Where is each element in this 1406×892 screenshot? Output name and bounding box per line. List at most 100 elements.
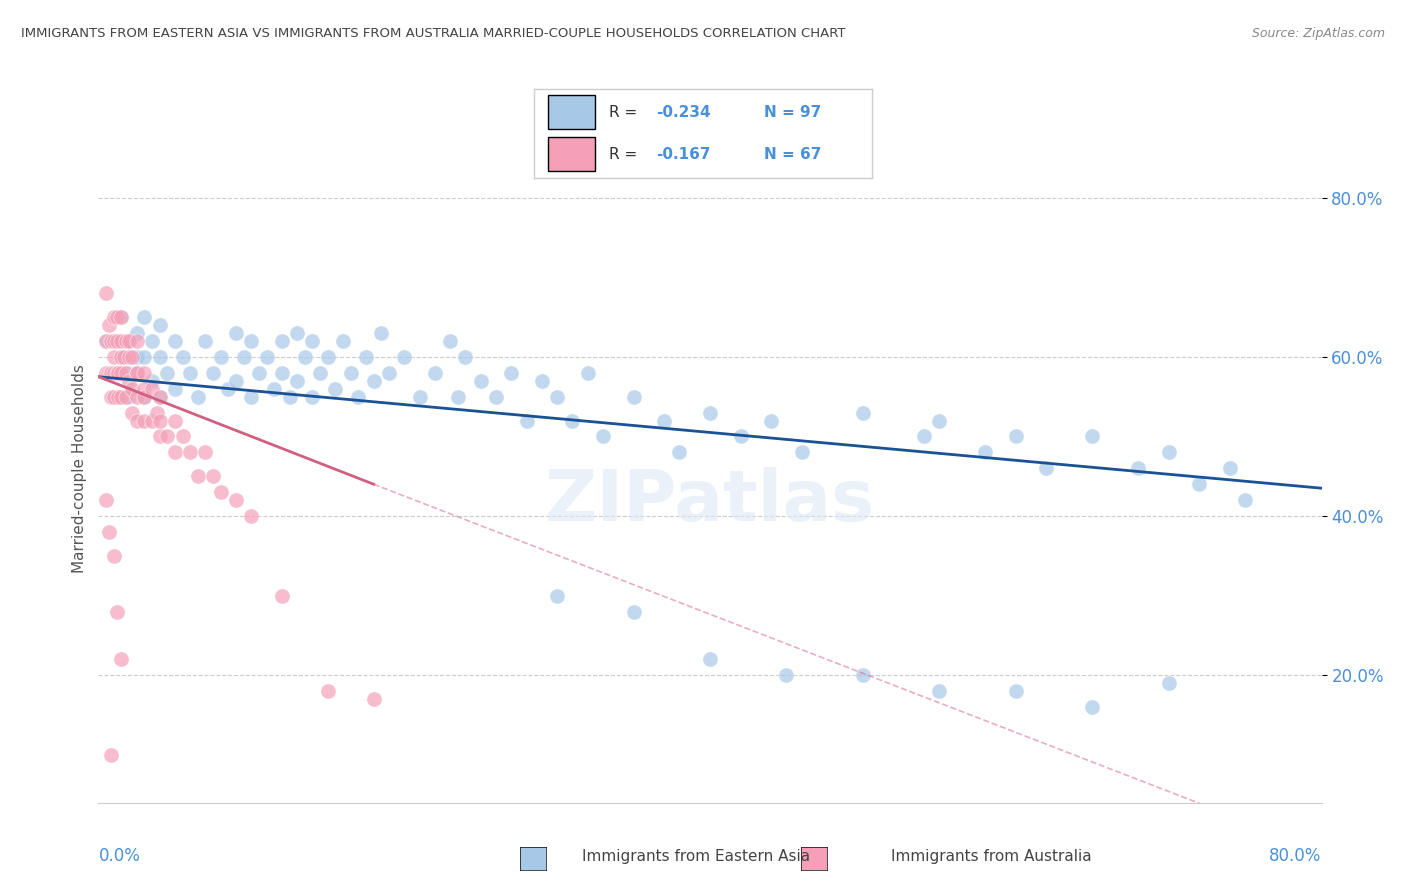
Point [316,350,339,364]
Point [125,366,148,380]
Point [163,382,186,396]
Point [423,366,446,380]
Point [1004,429,1026,443]
Point [240,334,263,348]
Point [125,366,148,380]
Point [115,334,138,348]
Point [149,390,172,404]
Point [240,509,263,524]
Point [194,334,217,348]
Point [775,668,797,682]
Point [1234,493,1257,508]
Point [141,413,163,427]
Point [125,350,148,364]
Point [347,390,370,404]
Point [1157,676,1180,690]
Point [316,684,339,698]
Point [247,366,270,380]
Point [115,390,138,404]
Point [470,374,492,388]
Point [439,334,461,348]
Point [912,429,935,443]
Point [285,326,308,340]
Point [172,350,194,364]
Point [194,445,217,459]
Point [623,605,645,619]
Point [103,366,125,380]
Text: R =: R = [609,147,641,161]
Point [232,350,254,364]
Point [125,334,148,348]
Point [134,350,156,364]
Point [134,390,156,404]
Text: -0.234: -0.234 [655,105,710,120]
Point [240,390,263,404]
Point [110,310,132,324]
Point [256,350,278,364]
Point [156,366,179,380]
Text: N = 67: N = 67 [763,147,821,161]
Point [163,413,186,427]
Point [118,334,141,348]
Point [852,668,875,682]
Point [110,366,132,380]
Point [112,350,135,364]
Point [576,366,599,380]
Point [105,310,128,324]
Point [363,374,385,388]
Point [1219,461,1241,475]
Point [94,286,117,301]
Point [103,310,125,324]
Point [852,405,875,420]
Point [225,326,247,340]
Point [94,366,117,380]
Point [110,350,132,364]
Point [699,405,721,420]
Point [546,390,568,404]
Point [105,334,128,348]
Point [134,310,156,324]
Point [592,429,614,443]
Point [118,334,141,348]
Point [125,413,148,427]
Point [125,390,148,404]
Point [1035,461,1057,475]
Point [209,350,232,364]
Text: IMMIGRANTS FROM EASTERN ASIA VS IMMIGRANTS FROM AUSTRALIA MARRIED-COUPLE HOUSEHO: IMMIGRANTS FROM EASTERN ASIA VS IMMIGRAN… [21,27,845,40]
Point [270,366,292,380]
Point [149,350,172,364]
Point [103,350,125,364]
Point [125,366,148,380]
Point [179,366,201,380]
Point [652,413,675,427]
FancyBboxPatch shape [548,95,595,129]
Point [118,374,141,388]
FancyBboxPatch shape [548,137,595,171]
Point [447,390,470,404]
Point [149,429,172,443]
Point [134,382,156,396]
Point [561,413,583,427]
Point [94,493,117,508]
Point [121,382,143,396]
Point [668,445,690,459]
Point [187,469,209,483]
Point [225,374,247,388]
Text: N = 97: N = 97 [763,105,821,120]
Point [100,334,122,348]
Point [149,390,172,404]
Point [202,469,225,483]
Point [121,405,143,420]
Text: R =: R = [609,105,641,120]
Point [263,382,285,396]
Point [115,366,138,380]
Point [623,390,645,404]
Point [209,485,232,500]
Text: -0.167: -0.167 [655,147,710,161]
Point [118,350,141,364]
Point [730,429,752,443]
Point [974,445,997,459]
Point [1157,445,1180,459]
Point [699,652,721,666]
Point [100,747,122,762]
